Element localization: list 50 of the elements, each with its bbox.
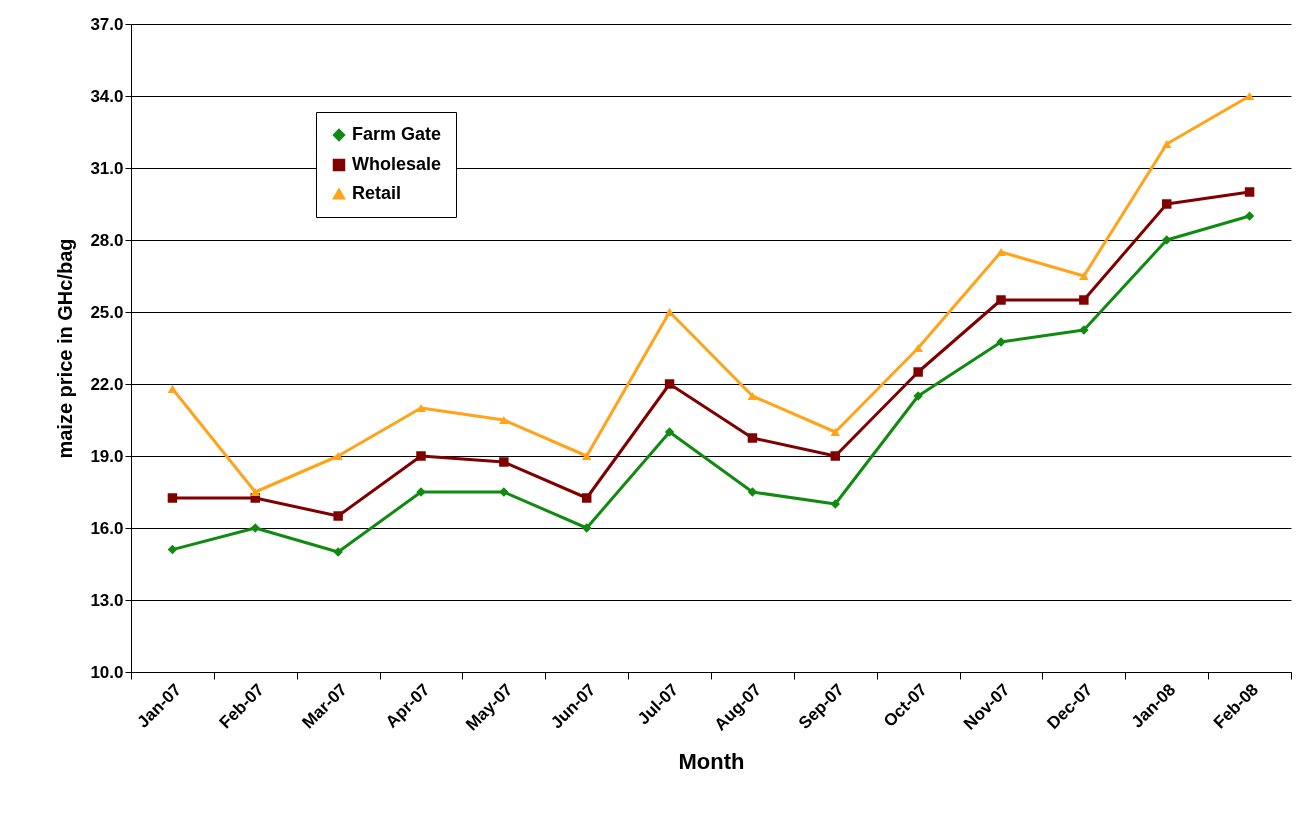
point xyxy=(250,523,261,533)
point xyxy=(830,499,841,509)
point xyxy=(664,307,675,317)
point xyxy=(1079,295,1089,305)
point xyxy=(1244,211,1255,221)
y-axis-title: maize price in GHc/bag xyxy=(54,238,77,459)
y-tick-label: 28.0 xyxy=(90,230,124,250)
point xyxy=(167,544,178,555)
point xyxy=(1161,199,1172,209)
legend-label: Retail xyxy=(352,183,402,203)
point xyxy=(167,384,178,393)
y-tick-label: 31.0 xyxy=(90,158,124,178)
y-tick-label: 19.0 xyxy=(90,446,124,466)
point xyxy=(913,343,923,353)
point xyxy=(581,451,592,461)
point xyxy=(581,493,592,503)
x-axis-title: Month xyxy=(678,748,745,774)
point xyxy=(499,415,509,425)
point xyxy=(747,433,758,443)
point xyxy=(499,457,509,467)
point xyxy=(416,403,426,413)
point xyxy=(1161,139,1172,149)
point xyxy=(1161,235,1172,245)
point xyxy=(1079,271,1089,281)
legend-label: Farm Gate xyxy=(352,124,442,144)
point xyxy=(664,427,675,437)
y-tick-label: 37.0 xyxy=(90,14,124,34)
y-tick-label: 16.0 xyxy=(90,518,124,538)
y-tick-label: 10.0 xyxy=(90,662,124,682)
point xyxy=(581,523,592,533)
point xyxy=(250,487,261,497)
point xyxy=(747,391,758,401)
point xyxy=(416,451,426,461)
point xyxy=(747,487,758,497)
point xyxy=(333,451,343,461)
point xyxy=(333,511,343,521)
y-tick-label: 25.0 xyxy=(90,302,124,322)
point xyxy=(830,427,841,437)
point xyxy=(1244,187,1255,197)
y-tick-label: 13.0 xyxy=(90,590,124,610)
legend-label: Wholesale xyxy=(352,154,442,174)
y-tick-label: 22.0 xyxy=(90,374,124,394)
y-tick-label: 34.0 xyxy=(90,86,124,106)
point xyxy=(167,493,178,503)
point xyxy=(830,451,841,461)
point xyxy=(913,367,923,377)
point xyxy=(996,247,1006,257)
point xyxy=(1244,91,1255,101)
point xyxy=(664,379,675,389)
point xyxy=(996,295,1006,305)
